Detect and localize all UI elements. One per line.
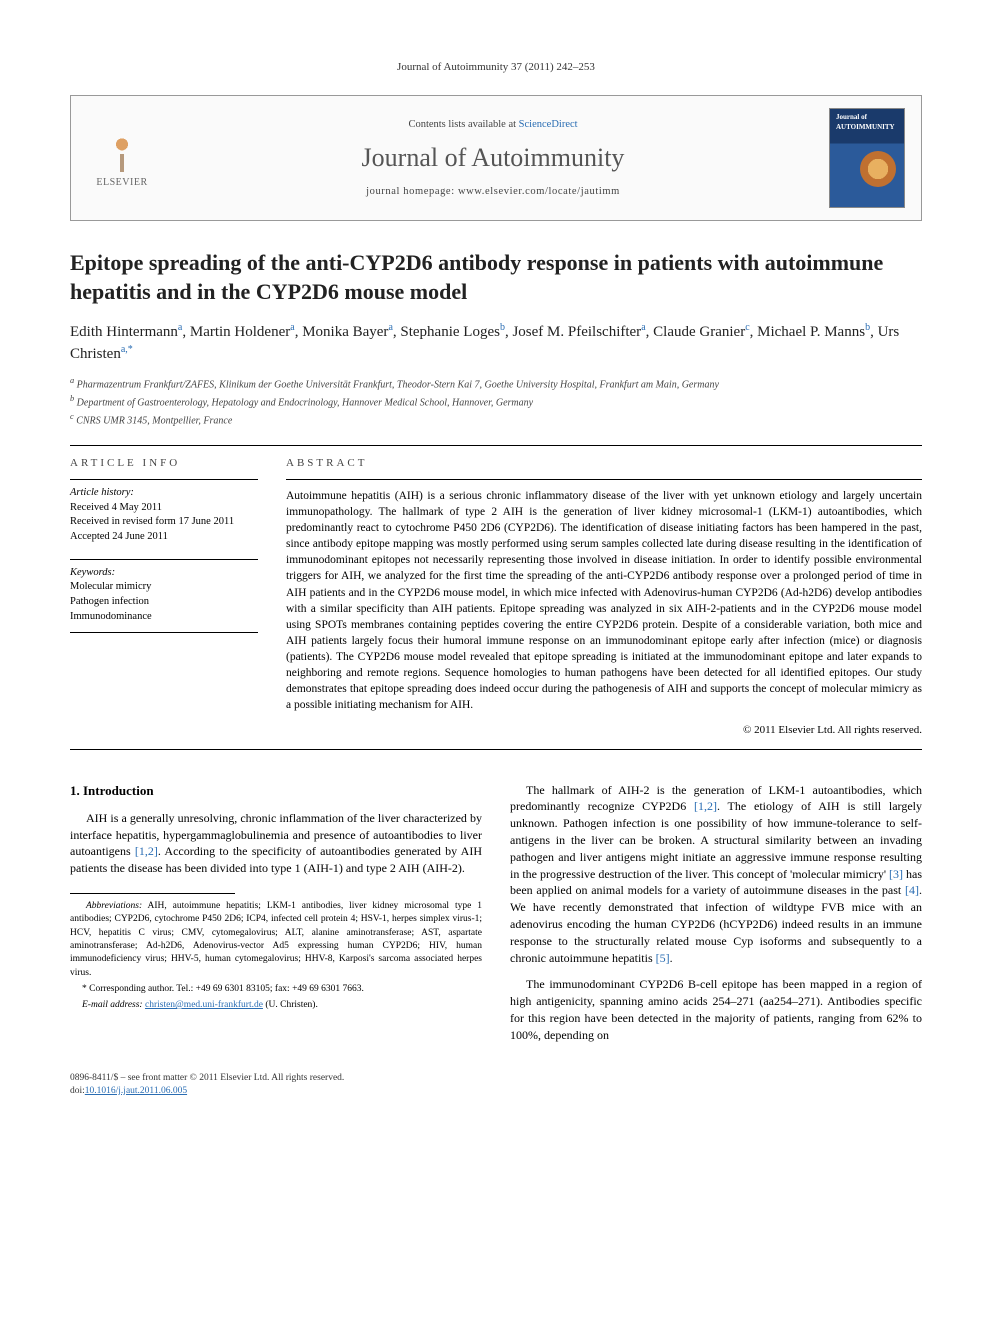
front-matter-line: 0896-8411/$ – see front matter © 2011 El…: [70, 1072, 922, 1085]
journal-header-box: ELSEVIER Contents lists available at Sci…: [70, 95, 922, 221]
affiliation-c: c CNRS UMR 3145, Montpellier, France: [70, 411, 922, 428]
body-columns: 1. Introduction AIH is a generally unres…: [70, 782, 922, 1054]
publisher-name: ELSEVIER: [87, 176, 157, 190]
meta-row: ARTICLE INFO Article history: Received 4…: [70, 456, 922, 739]
keywords-label: Keywords:: [70, 567, 115, 578]
keyword-2: Immunodominance: [70, 610, 258, 625]
keyword-0: Molecular mimicry: [70, 580, 258, 595]
affiliation-a-text: Pharmazentrum Frankfurt/ZAFES, Klinikum …: [77, 379, 719, 390]
history-accepted: Accepted 24 June 2011: [70, 530, 258, 545]
elsevier-tree-icon: [99, 126, 145, 172]
affiliation-a: a Pharmazentrum Frankfurt/ZAFES, Kliniku…: [70, 375, 922, 392]
contents-available-line: Contents lists available at ScienceDirec…: [175, 118, 811, 133]
footnote-separator: [70, 893, 235, 894]
cover-title: Journal of AUTOIMMUNITY: [830, 109, 904, 137]
abbreviations-label: Abbreviations:: [86, 901, 142, 911]
homepage-prefix: journal homepage:: [366, 186, 458, 197]
history-label: Article history:: [70, 487, 134, 498]
corresponding-label: * Corresponding author.: [82, 984, 176, 994]
sciencedirect-link[interactable]: ScienceDirect: [519, 119, 578, 130]
elsevier-logo: ELSEVIER: [87, 126, 157, 190]
email-suffix: (U. Christen).: [263, 1000, 318, 1010]
journal-header-center: Contents lists available at ScienceDirec…: [175, 118, 811, 200]
divider-2: [70, 749, 922, 750]
footnotes-block: Abbreviations: AIH, autoimmune hepatitis…: [70, 900, 482, 1012]
journal-name: Journal of Autoimmunity: [175, 140, 811, 176]
history-received: Received 4 May 2011: [70, 501, 258, 516]
body-column-left: 1. Introduction AIH is a generally unres…: [70, 782, 482, 1054]
abbreviations-text: AIH, autoimmune hepatitis; LKM-1 antibod…: [70, 901, 482, 977]
affiliation-c-text: CNRS UMR 3145, Montpellier, France: [76, 416, 232, 427]
author-list: Edith Hintermanna, Martin Holdenera, Mon…: [70, 321, 922, 365]
email-footnote: E-mail address: christen@med.uni-frankfu…: [70, 999, 482, 1012]
section-1-heading: 1. Introduction: [70, 782, 482, 800]
doi-prefix: doi:: [70, 1086, 85, 1096]
email-label: E-mail address:: [82, 1000, 145, 1010]
intro-para-1: AIH is a generally unresolving, chronic …: [70, 810, 482, 877]
abstract-column: ABSTRACT Autoimmune hepatitis (AIH) is a…: [286, 456, 922, 739]
page-container: Journal of Autoimmunity 37 (2011) 242–25…: [0, 0, 992, 1138]
article-info-column: ARTICLE INFO Article history: Received 4…: [70, 456, 258, 739]
intro-para-3: The immunodominant CYP2D6 B-cell epitope…: [510, 976, 922, 1043]
affiliation-b: b Department of Gastroenterology, Hepato…: [70, 393, 922, 410]
journal-cover-thumbnail: Journal of AUTOIMMUNITY: [829, 108, 905, 208]
article-title: Epitope spreading of the anti-CYP2D6 ant…: [70, 249, 922, 306]
divider: [70, 445, 922, 446]
affiliation-b-text: Department of Gastroenterology, Hepatolo…: [77, 397, 533, 408]
abstract-text: Autoimmune hepatitis (AIH) is a serious …: [286, 479, 922, 713]
corresponding-author-footnote: * Corresponding author. Tel.: +49 69 630…: [70, 983, 482, 996]
corresponding-email-link[interactable]: christen@med.uni-frankfurt.de: [145, 1000, 263, 1010]
homepage-url: www.elsevier.com/locate/jautimm: [458, 186, 620, 197]
abstract-label: ABSTRACT: [286, 456, 922, 471]
body-column-right: The hallmark of AIH-2 is the generation …: [510, 782, 922, 1054]
keywords-block: Keywords: Molecular mimicry Pathogen inf…: [70, 559, 258, 634]
doi-line: doi:10.1016/j.jaut.2011.06.005: [70, 1085, 922, 1098]
journal-homepage-line: journal homepage: www.elsevier.com/locat…: [175, 185, 811, 200]
abstract-copyright: © 2011 Elsevier Ltd. All rights reserved…: [286, 723, 922, 738]
doi-link[interactable]: 10.1016/j.jaut.2011.06.005: [85, 1086, 187, 1096]
page-footer: 0896-8411/$ – see front matter © 2011 El…: [70, 1072, 922, 1099]
running-header: Journal of Autoimmunity 37 (2011) 242–25…: [70, 60, 922, 75]
contents-prefix: Contents lists available at: [408, 119, 518, 130]
intro-para-2: The hallmark of AIH-2 is the generation …: [510, 782, 922, 967]
affiliations-block: a Pharmazentrum Frankfurt/ZAFES, Kliniku…: [70, 375, 922, 429]
abbreviations-footnote: Abbreviations: AIH, autoimmune hepatitis…: [70, 900, 482, 980]
history-revised: Received in revised form 17 June 2011: [70, 515, 258, 530]
corresponding-text: Tel.: +49 69 6301 83105; fax: +49 69 630…: [176, 984, 364, 994]
keyword-1: Pathogen infection: [70, 595, 258, 610]
article-info-label: ARTICLE INFO: [70, 456, 258, 471]
article-history: Article history: Received 4 May 2011 Rec…: [70, 479, 258, 545]
